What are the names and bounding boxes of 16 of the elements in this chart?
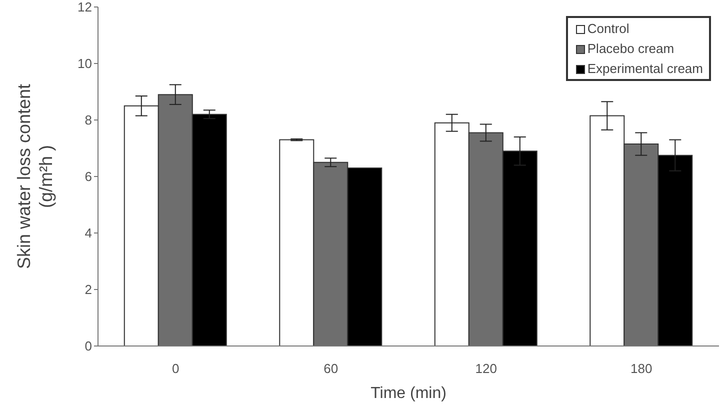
legend-label: Control <box>587 20 630 38</box>
y-tick-label: 12 <box>78 0 92 15</box>
legend-label: Placebo cream <box>587 40 674 58</box>
legend-label: Experimental cream <box>587 60 703 78</box>
y-tick-label: 2 <box>84 282 92 298</box>
x-tick-label: 0 <box>172 361 180 376</box>
y-tick-label: 4 <box>84 226 92 241</box>
y-tick-label: 0 <box>84 338 92 354</box>
y-tick-label: 8 <box>84 112 92 128</box>
x-tick-label: 60 <box>324 361 338 376</box>
x-tick-label: 180 <box>630 361 652 376</box>
y-tick-label: 6 <box>84 169 92 184</box>
y-axis-title: Skin water loss content (g/m²h ) <box>14 84 56 270</box>
x-axis-title: Time (min) <box>370 385 446 402</box>
x-tick-label: 120 <box>475 361 497 376</box>
y-tick-label: 10 <box>78 56 92 72</box>
